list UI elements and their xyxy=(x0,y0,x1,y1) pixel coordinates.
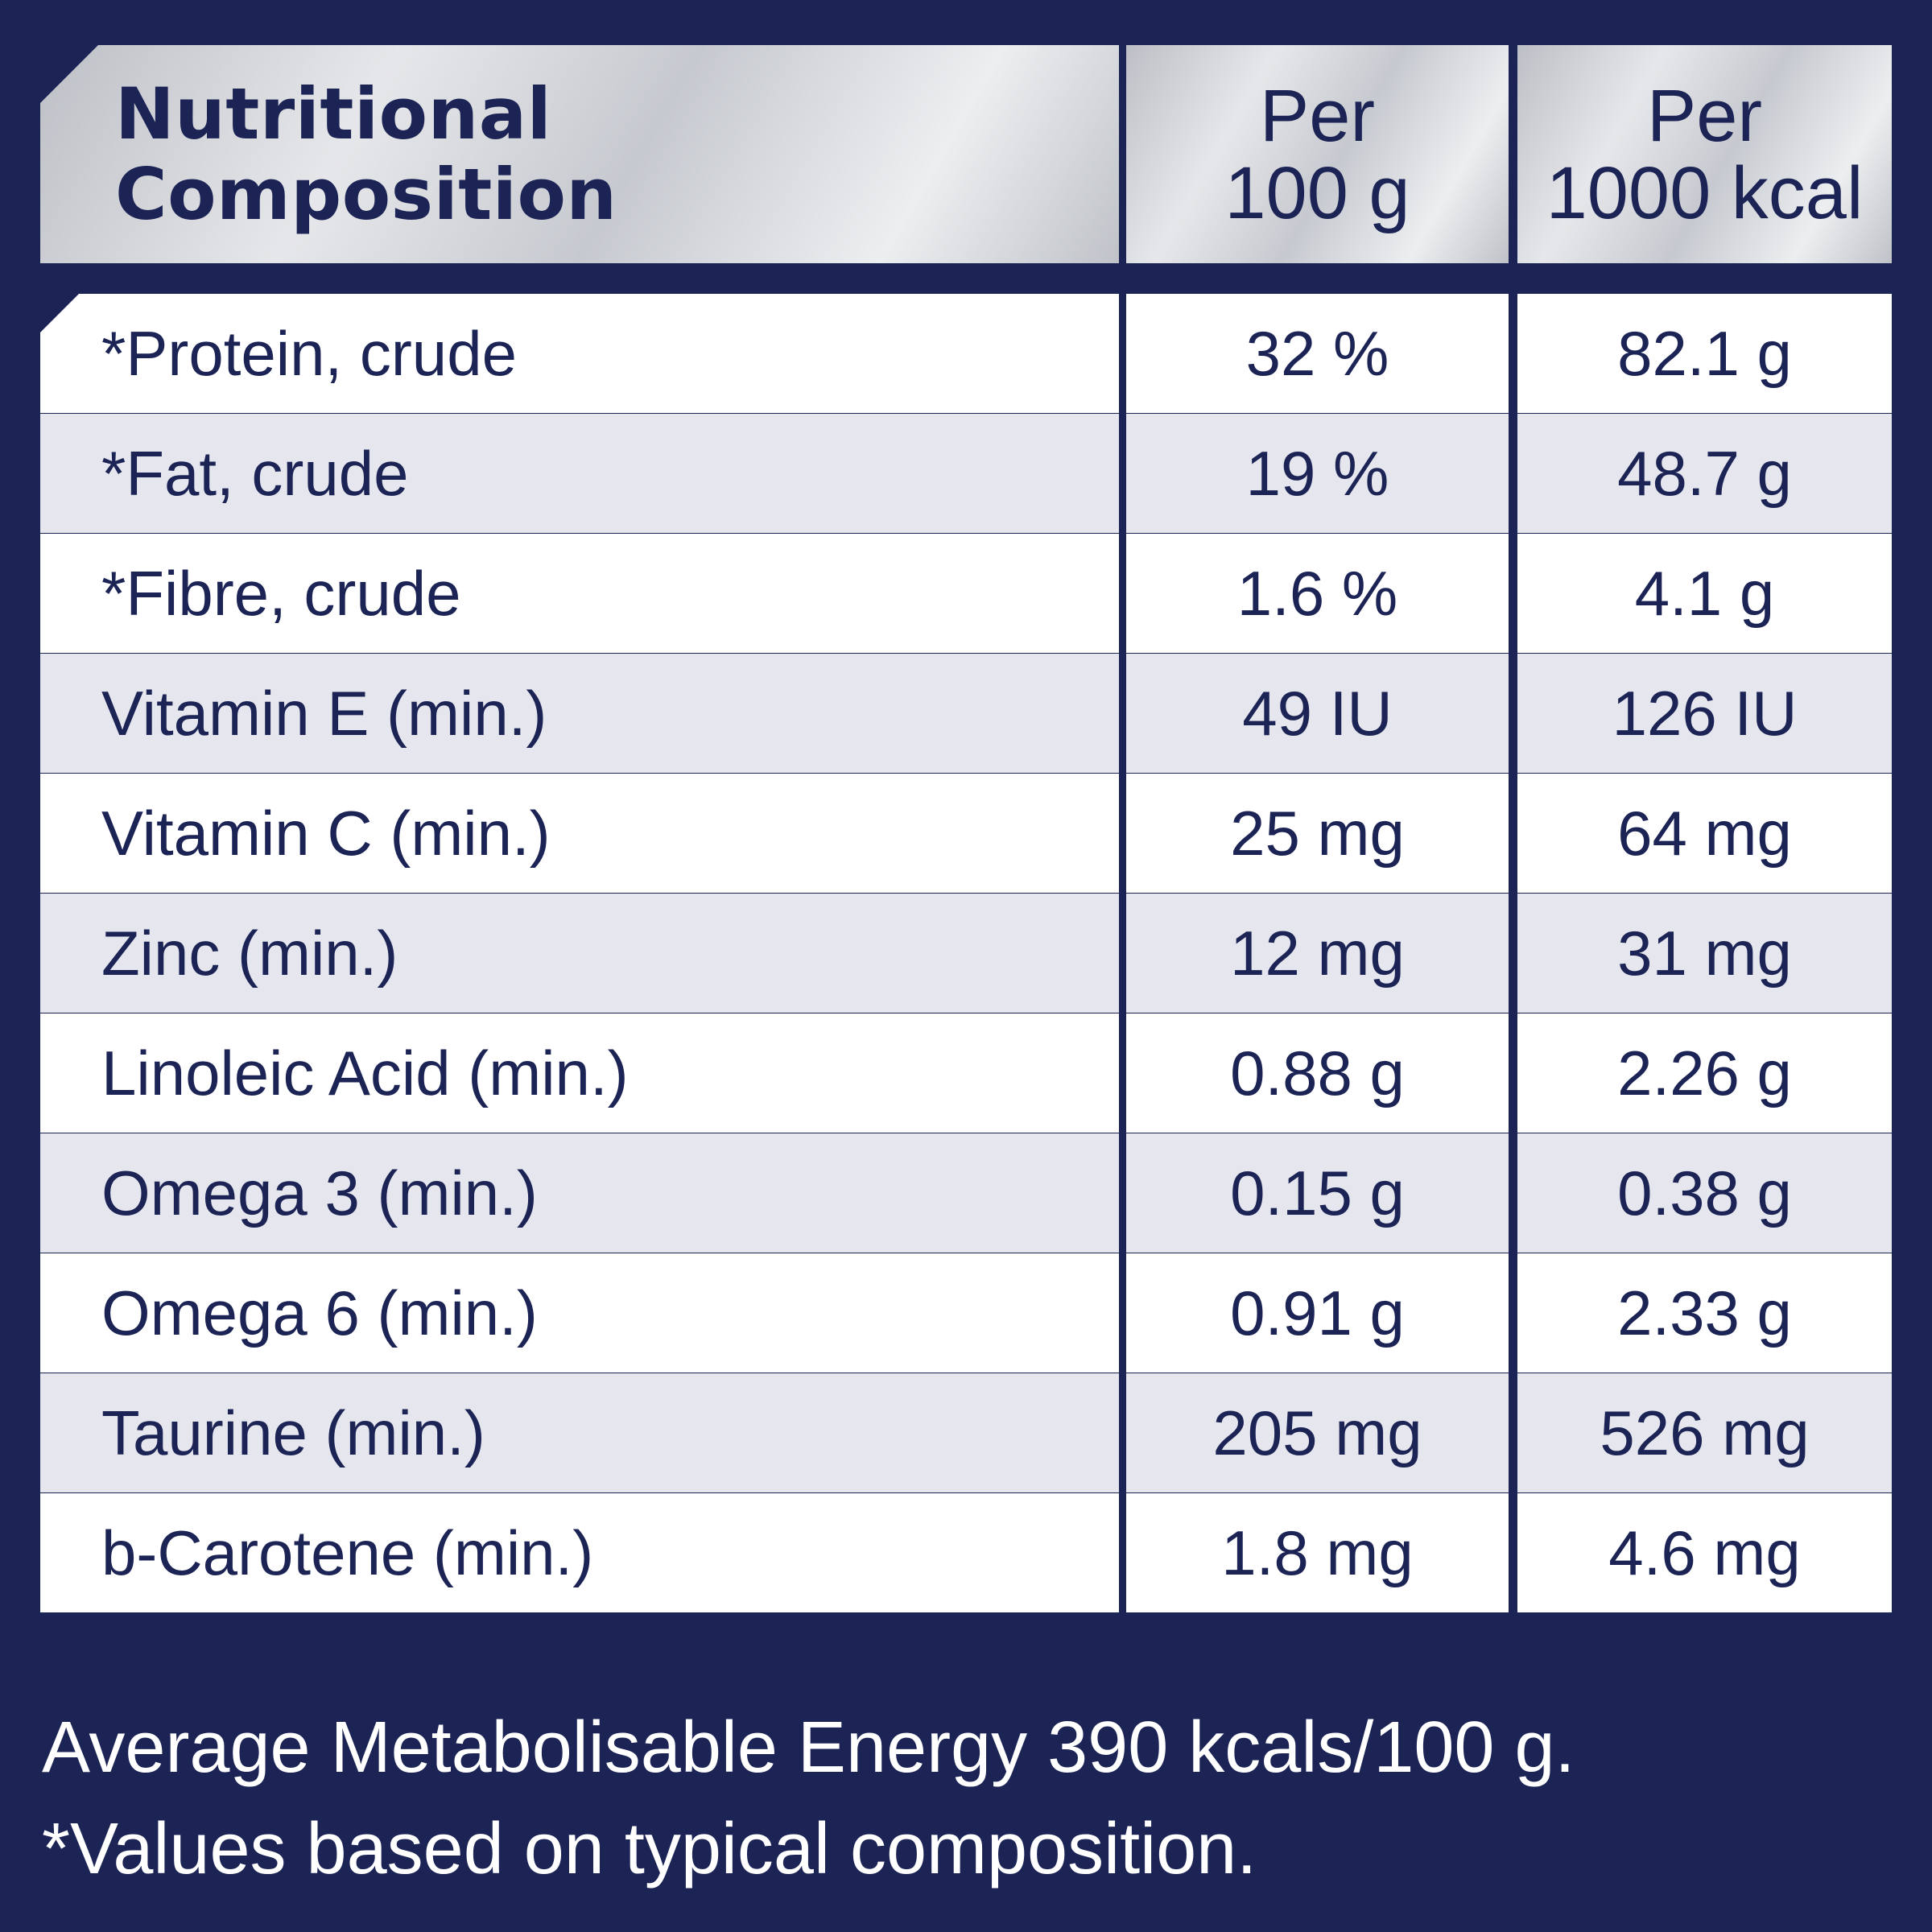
value-per-1000kcal: 82.1 g xyxy=(1517,294,1892,413)
header-per-1000kcal-line-2: 1000 kcal xyxy=(1546,151,1864,234)
nutrient-name: *Fibre, crude xyxy=(40,534,1119,653)
title-line-1: Nutritional xyxy=(115,72,552,155)
table-title: Nutritional Composition xyxy=(115,72,617,236)
value-per-1000kcal: 31 mg xyxy=(1517,894,1892,1013)
header-per-100g-line-2: 100 g xyxy=(1224,151,1410,234)
nutrient-name: Omega 3 (min.) xyxy=(40,1133,1119,1253)
composition-note: *Values based on typical composition. xyxy=(42,1809,1257,1889)
value-per-100g: 0.15 g xyxy=(1126,1133,1509,1253)
table-row: Zinc (min.) 12 mg 31 mg xyxy=(40,894,1892,1013)
header-name-cell: Nutritional Composition xyxy=(40,45,1119,263)
title-line-2: Composition xyxy=(115,152,617,236)
value-per-1000kcal: 0.38 g xyxy=(1517,1133,1892,1253)
table-row: Omega 3 (min.) 0.15 g 0.38 g xyxy=(40,1133,1892,1253)
value-per-1000kcal: 126 IU xyxy=(1517,654,1892,773)
nutrient-name: b-Carotene (min.) xyxy=(40,1493,1119,1612)
table-row: *Fat, crude 19 % 48.7 g xyxy=(40,414,1892,533)
energy-note: Average Metabolisable Energy 390 kcals/1… xyxy=(42,1707,1575,1788)
value-per-100g: 1.8 mg xyxy=(1126,1493,1509,1612)
value-per-100g: 205 mg xyxy=(1126,1373,1509,1492)
table-row: *Protein, crude 32 % 82.1 g xyxy=(40,294,1892,413)
nutrition-table: *Protein, crude 32 % 82.1 g *Fat, crude … xyxy=(40,294,1892,1617)
nutrient-name: Vitamin C (min.) xyxy=(40,774,1119,893)
table-row: Taurine (min.) 205 mg 526 mg xyxy=(40,1373,1892,1492)
value-per-100g: 49 IU xyxy=(1126,654,1509,773)
header-per-1000kcal: Per 1000 kcal xyxy=(1517,45,1892,263)
nutrient-name: *Protein, crude xyxy=(40,294,1119,413)
nutrient-name: *Fat, crude xyxy=(40,414,1119,533)
footer-notes: Average Metabolisable Energy 390 kcals/1… xyxy=(42,1697,1893,1900)
value-per-1000kcal: 4.1 g xyxy=(1517,534,1892,653)
value-per-100g: 0.88 g xyxy=(1126,1013,1509,1133)
value-per-1000kcal: 64 mg xyxy=(1517,774,1892,893)
table-row: Vitamin C (min.) 25 mg 64 mg xyxy=(40,774,1892,893)
nutrient-name: Vitamin E (min.) xyxy=(40,654,1119,773)
nutrient-name: Taurine (min.) xyxy=(40,1373,1119,1492)
value-per-100g: 19 % xyxy=(1126,414,1509,533)
table-row: Linoleic Acid (min.) 0.88 g 2.26 g xyxy=(40,1013,1892,1133)
nutrient-name: Linoleic Acid (min.) xyxy=(40,1013,1119,1133)
table-row: b-Carotene (min.) 1.8 mg 4.6 mg xyxy=(40,1493,1892,1612)
value-per-1000kcal: 526 mg xyxy=(1517,1373,1892,1492)
header-per-100g-line-1: Per xyxy=(1259,74,1376,157)
value-per-100g: 0.91 g xyxy=(1126,1253,1509,1373)
header-per-1000kcal-line-1: Per xyxy=(1646,74,1763,157)
nutrient-name: Zinc (min.) xyxy=(40,894,1119,1013)
table-row: *Fibre, crude 1.6 % 4.1 g xyxy=(40,534,1892,653)
value-per-1000kcal: 4.6 mg xyxy=(1517,1493,1892,1612)
value-per-100g: 1.6 % xyxy=(1126,534,1509,653)
table-row: Omega 6 (min.) 0.91 g 2.33 g xyxy=(40,1253,1892,1373)
value-per-1000kcal: 48.7 g xyxy=(1517,414,1892,533)
value-per-1000kcal: 2.26 g xyxy=(1517,1013,1892,1133)
value-per-100g: 12 mg xyxy=(1126,894,1509,1013)
value-per-100g: 32 % xyxy=(1126,294,1509,413)
header-per-100g: Per 100 g xyxy=(1126,45,1509,263)
value-per-1000kcal: 2.33 g xyxy=(1517,1253,1892,1373)
nutrient-name: Omega 6 (min.) xyxy=(40,1253,1119,1373)
value-per-100g: 25 mg xyxy=(1126,774,1509,893)
table-row: Vitamin E (min.) 49 IU 126 IU xyxy=(40,654,1892,773)
